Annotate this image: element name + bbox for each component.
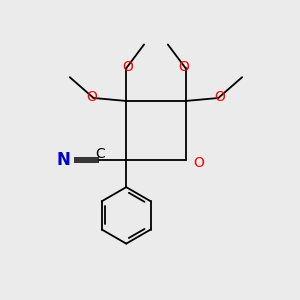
Text: O: O [214, 89, 225, 103]
Text: O: O [179, 60, 190, 74]
Text: O: O [122, 60, 133, 74]
Text: C: C [95, 147, 105, 161]
Text: N: N [56, 152, 70, 169]
Text: O: O [193, 156, 204, 170]
Text: O: O [87, 89, 98, 103]
